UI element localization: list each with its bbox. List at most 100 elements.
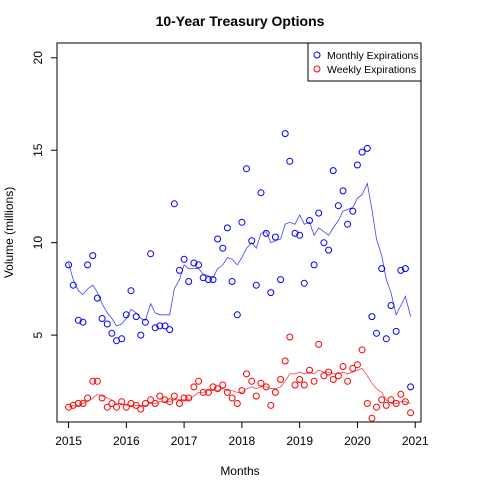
data-point-weekly-expirations [320, 372, 328, 380]
data-point-monthly-expirations [166, 326, 174, 334]
data-point-monthly-expirations [243, 165, 250, 173]
data-point-monthly-expirations [339, 187, 347, 195]
data-point-weekly-expirations [339, 363, 347, 370]
data-point-monthly-expirations [353, 161, 361, 169]
data-point-weekly-expirations [190, 383, 198, 391]
data-point-weekly-expirations [93, 377, 101, 385]
data-point-monthly-expirations [407, 383, 415, 391]
data-point-monthly-expirations [401, 265, 409, 273]
data-point-weekly-expirations [156, 392, 164, 400]
data-point-monthly-expirations [180, 255, 188, 263]
data-point-weekly-expirations [291, 381, 299, 389]
data-point-weekly-expirations [180, 394, 188, 402]
data-point-monthly-expirations [185, 278, 193, 285]
data-point-monthly-expirations [84, 261, 92, 269]
data-point-weekly-expirations [113, 403, 120, 411]
data-point-weekly-expirations [358, 346, 366, 354]
data-point-weekly-expirations [89, 377, 97, 385]
data-point-weekly-expirations [195, 377, 203, 385]
x-tick-label: 2015 [55, 434, 82, 448]
data-point-monthly-expirations [349, 207, 357, 215]
data-point-monthly-expirations [368, 313, 376, 321]
data-point-monthly-expirations [195, 261, 203, 269]
data-point-weekly-expirations [363, 400, 371, 407]
data-point-weekly-expirations [166, 398, 174, 406]
data-point-monthly-expirations [228, 278, 236, 285]
data-point-monthly-expirations [98, 315, 106, 322]
data-point-monthly-expirations [306, 217, 313, 224]
y-axis: 5 10 15 20 [31, 51, 57, 338]
data-point-weekly-expirations [132, 401, 140, 409]
data-point-weekly-expirations [147, 396, 155, 404]
data-point-weekly-expirations [176, 400, 183, 407]
data-point-monthly-expirations [223, 224, 231, 232]
data-point-monthly-expirations [122, 311, 130, 319]
data-point-weekly-expirations [214, 385, 222, 393]
data-point-weekly-expirations [223, 388, 231, 396]
data-point-weekly-expirations [300, 381, 308, 389]
data-point-monthly-expirations [127, 287, 135, 295]
data-point-weekly-expirations [401, 398, 409, 406]
data-point-weekly-expirations [277, 376, 285, 383]
data-point-weekly-expirations [79, 400, 87, 407]
legend-label-weekly-expirations: Weekly Expirations [327, 64, 416, 76]
y-tick-label: 5 [31, 331, 45, 338]
x-tick-label: 2019 [286, 434, 313, 448]
data-point-weekly-expirations [353, 361, 361, 369]
data-point-monthly-expirations [291, 229, 299, 237]
series-weekly-expirations [65, 333, 415, 422]
legend-box [307, 42, 422, 82]
data-point-monthly-expirations [271, 233, 279, 241]
data-point-weekly-expirations [199, 388, 207, 396]
data-point-weekly-expirations [74, 400, 82, 407]
x-tick-label: 2021 [402, 434, 429, 448]
data-point-monthly-expirations [147, 250, 155, 258]
data-point-monthly-expirations [277, 276, 285, 284]
data-point-monthly-expirations [79, 318, 87, 326]
series-monthly-expirations [65, 130, 415, 391]
y-tick-label: 15 [31, 143, 45, 157]
data-point-weekly-expirations [228, 394, 236, 402]
data-point-weekly-expirations [315, 340, 323, 348]
data-point-monthly-expirations [209, 276, 217, 284]
data-point-monthly-expirations [358, 148, 366, 156]
data-point-monthly-expirations [300, 279, 308, 287]
data-point-weekly-expirations [84, 394, 92, 402]
data-point-monthly-expirations [118, 335, 126, 343]
data-point-weekly-expirations [238, 387, 246, 395]
y-tick-label: 20 [31, 51, 45, 65]
data-point-monthly-expirations [137, 331, 145, 339]
data-point-monthly-expirations [161, 322, 169, 330]
data-point-monthly-expirations [329, 167, 337, 175]
data-point-weekly-expirations [267, 401, 275, 409]
data-point-weekly-expirations [151, 400, 159, 407]
data-point-monthly-expirations [392, 327, 400, 335]
data-point-weekly-expirations [397, 390, 405, 398]
data-point-monthly-expirations [315, 209, 323, 217]
series-layer [65, 130, 415, 422]
data-point-weekly-expirations [209, 383, 217, 391]
data-point-weekly-expirations [262, 383, 270, 391]
data-point-monthly-expirations [108, 329, 116, 337]
data-point-monthly-expirations [214, 235, 222, 243]
data-point-weekly-expirations [161, 396, 169, 404]
data-point-monthly-expirations [132, 313, 140, 321]
data-point-weekly-expirations [349, 364, 357, 372]
data-point-weekly-expirations [368, 414, 376, 422]
data-point-weekly-expirations [325, 368, 333, 376]
data-point-monthly-expirations [103, 320, 111, 328]
data-point-monthly-expirations [176, 266, 183, 274]
x-tick-label: 2017 [171, 434, 198, 448]
data-point-weekly-expirations [141, 400, 149, 407]
data-point-monthly-expirations [65, 261, 73, 269]
data-point-monthly-expirations [219, 244, 227, 252]
data-point-weekly-expirations [407, 409, 415, 417]
data-point-weekly-expirations [281, 357, 289, 365]
data-point-monthly-expirations [262, 229, 270, 237]
data-point-monthly-expirations [320, 239, 328, 247]
data-point-weekly-expirations [65, 403, 73, 411]
data-point-weekly-expirations [103, 403, 111, 411]
data-point-weekly-expirations [185, 394, 193, 402]
data-point-monthly-expirations [233, 311, 241, 319]
